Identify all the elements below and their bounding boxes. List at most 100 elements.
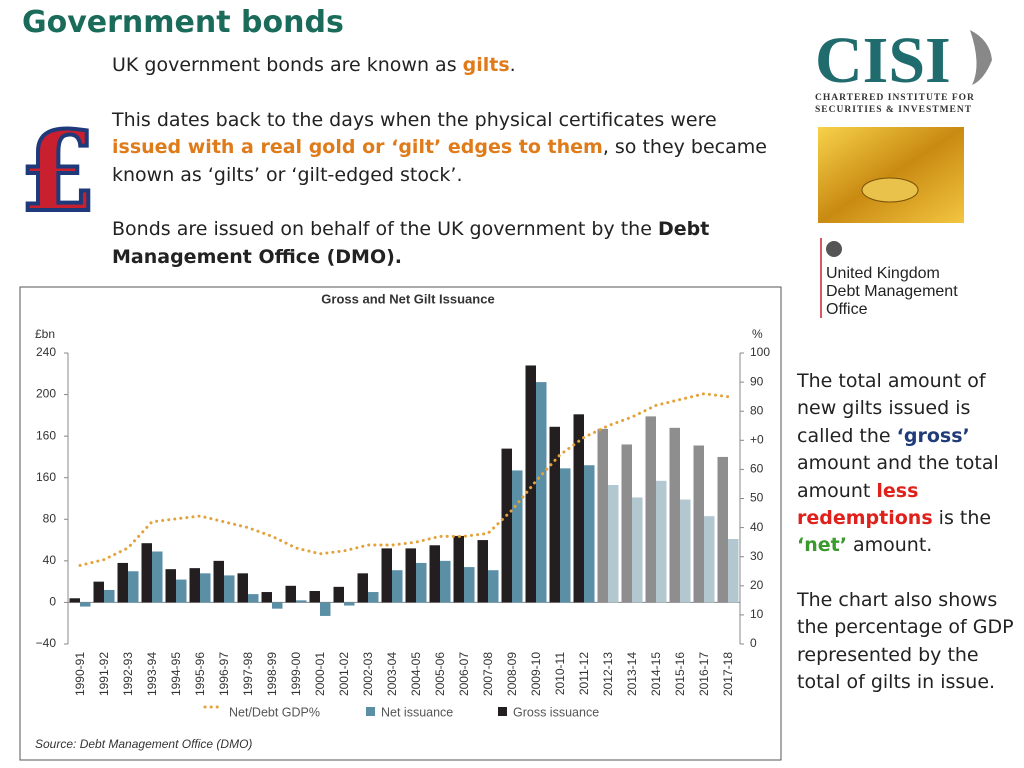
y-tick-label: 80 xyxy=(43,511,57,525)
bar xyxy=(488,570,499,603)
x-tick-label: 2011-12 xyxy=(577,652,591,695)
legend-swatch xyxy=(366,707,375,716)
bar xyxy=(296,600,307,603)
bar xyxy=(512,470,523,603)
bar xyxy=(357,573,368,603)
line xyxy=(78,392,730,567)
highlight: ‘net’ xyxy=(797,534,847,557)
x-tick-label: 2003-04 xyxy=(385,652,399,696)
text: , so they became known as ‘gilts’ or ‘gi… xyxy=(112,136,767,186)
bar xyxy=(573,414,584,603)
highlight: ‘gross’ xyxy=(896,424,970,447)
bar xyxy=(501,448,512,603)
bar xyxy=(381,548,392,603)
slide-title: Government bonds xyxy=(22,5,344,40)
bar xyxy=(165,569,176,603)
paragraph: The chart also shows the percentage of G… xyxy=(797,587,1021,697)
bar xyxy=(128,571,139,603)
legend-label: Gross issuance xyxy=(513,705,599,719)
x-tick-label: 2004-05 xyxy=(409,652,423,696)
pound-icon: £ xyxy=(20,107,97,236)
bar xyxy=(320,602,331,616)
x-tick-label: 2013-14 xyxy=(625,652,639,696)
dmo-logo-text: United Kingdom Debt Management Office xyxy=(826,265,958,319)
bar xyxy=(525,365,536,603)
x-tick-label: 1993-94 xyxy=(145,652,159,696)
x-tick-label: 1992-93 xyxy=(121,652,135,696)
body-text: UK government bonds are known as gilts. … xyxy=(112,52,772,298)
y2-tick-label: 20 xyxy=(750,578,764,592)
bar xyxy=(104,589,115,603)
highlight: gilts xyxy=(462,54,510,76)
bar xyxy=(200,573,211,603)
legend-label: Net issuance xyxy=(381,705,453,719)
legend-label: Net/Debt GDP% xyxy=(229,705,320,719)
text: is the xyxy=(932,507,992,530)
x-tick-label: 2002-03 xyxy=(361,652,375,696)
bar xyxy=(549,426,560,603)
bar xyxy=(536,382,547,603)
cisi-name: CHARTERED INSTITUTE FOR xyxy=(815,93,975,103)
x-tick-label: 2012-13 xyxy=(601,652,615,696)
y2-tick-label: 100 xyxy=(750,345,770,359)
x-tick-label: 2001-02 xyxy=(337,652,351,696)
y-tick-label: 40 xyxy=(43,553,57,567)
x-tick-label: 1996-97 xyxy=(217,652,231,696)
y2-tick-label: 50 xyxy=(750,491,764,505)
bar xyxy=(405,548,416,603)
y-axis-label: £bn xyxy=(35,327,55,341)
bar xyxy=(560,468,571,603)
x-tick-label: 2000-01 xyxy=(313,652,327,696)
y2-tick-label: 40 xyxy=(750,520,764,534)
paragraph: Bonds are issued on behalf of the UK gov… xyxy=(112,216,772,271)
y-tick-label: −40 xyxy=(36,636,57,650)
y-tick-label: 160 xyxy=(36,470,56,484)
bar xyxy=(237,573,248,603)
cisi-emblem xyxy=(970,30,992,85)
bar xyxy=(429,545,440,603)
y-tick-label: 200 xyxy=(36,387,56,401)
bar xyxy=(93,581,104,603)
paragraph: The total amount of new gilts issued is … xyxy=(797,368,1021,560)
y2-axis-label: % xyxy=(752,327,763,341)
bar xyxy=(680,499,691,603)
x-tick-label: 1994-95 xyxy=(169,652,183,696)
bar xyxy=(141,543,152,603)
x-tick-label: 2016-17 xyxy=(697,652,711,696)
text: . xyxy=(509,54,516,76)
cisi-logo: CISI xyxy=(815,24,951,97)
side-text: The total amount of new gilts issued is … xyxy=(797,368,1021,723)
logo-line: Office xyxy=(826,301,868,318)
bar xyxy=(597,428,608,603)
bar xyxy=(477,540,488,603)
highlight: issued with a real gold or ‘gilt’ edges … xyxy=(112,136,603,158)
bar xyxy=(69,598,80,603)
text: The total amount of new gilts issued is … xyxy=(797,370,986,447)
y2-tick-label: 90 xyxy=(750,374,764,388)
highlight: Debt Management Office (DMO). xyxy=(112,218,710,268)
bar xyxy=(117,562,128,603)
text: amount and the total amount xyxy=(797,452,999,502)
text: This dates back to the days when the phy… xyxy=(112,108,717,131)
bar xyxy=(621,444,632,603)
logo-line: United Kingdom xyxy=(826,265,940,282)
bar xyxy=(224,575,235,603)
legend-swatch xyxy=(498,707,507,716)
x-tick-label: 1990-91 xyxy=(73,652,87,696)
bar xyxy=(80,602,91,607)
y2-tick-label: +0 xyxy=(750,432,764,446)
bar xyxy=(728,539,739,603)
highlight: less redemptions xyxy=(797,479,933,530)
paragraph: This dates back to the days when the phy… xyxy=(112,107,772,190)
bar xyxy=(656,480,667,603)
bar xyxy=(189,568,200,603)
y-tick-label: 240 xyxy=(36,345,56,359)
bar xyxy=(333,586,344,603)
y2-tick-label: 60 xyxy=(750,462,764,476)
bar xyxy=(152,551,163,603)
bar xyxy=(368,592,379,603)
bar xyxy=(285,585,296,603)
bar xyxy=(440,560,451,603)
